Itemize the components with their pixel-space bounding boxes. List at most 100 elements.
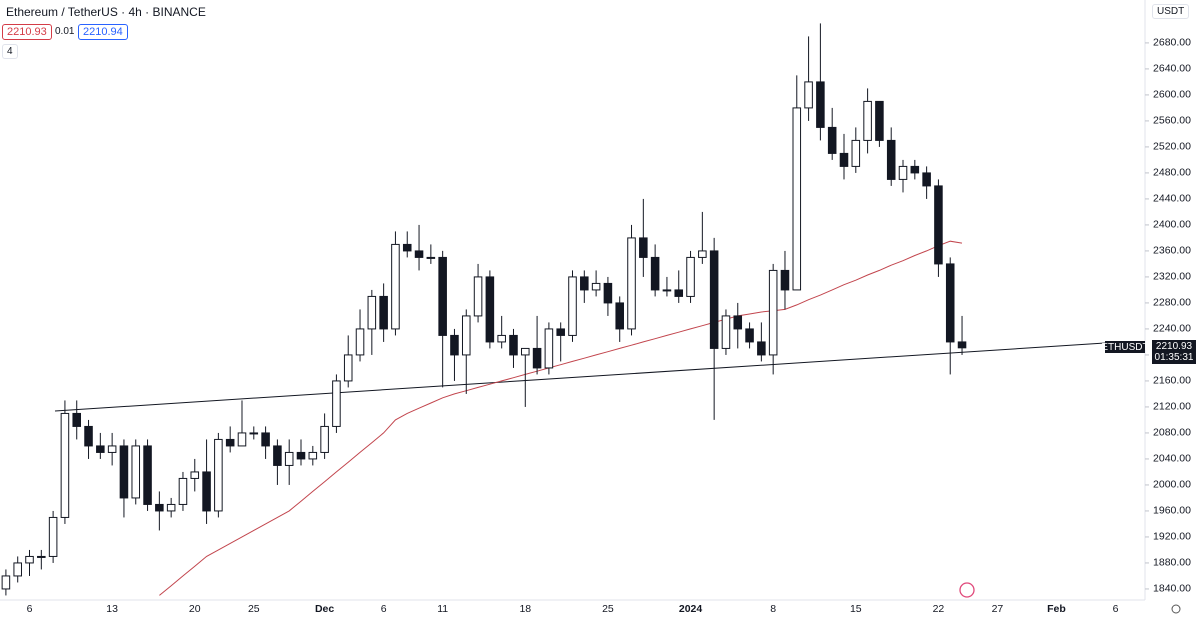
candle-body xyxy=(875,100,884,141)
y-tick-label: 2120.00 xyxy=(1153,401,1191,413)
y-tick-label: 2320.00 xyxy=(1153,271,1191,283)
sell-price[interactable]: 2210.93 xyxy=(2,24,52,40)
candle-body xyxy=(1,575,11,590)
x-tick-label: 6 xyxy=(27,603,33,615)
candle-body xyxy=(391,243,400,330)
candle-body xyxy=(863,100,872,141)
y-tick-label: 2040.00 xyxy=(1153,453,1191,465)
buy-price[interactable]: 2210.94 xyxy=(78,24,128,40)
x-tick-label: 2024 xyxy=(679,603,703,615)
candle-body xyxy=(839,152,849,167)
candle-body xyxy=(107,445,117,453)
candle-body xyxy=(296,451,306,460)
candle-body xyxy=(308,451,318,460)
y-tick-label: 2600.00 xyxy=(1153,89,1191,101)
candle-body xyxy=(686,256,695,297)
candle-body xyxy=(214,438,223,512)
candle-body xyxy=(934,185,943,265)
candle-body xyxy=(591,282,601,291)
candle-body xyxy=(497,334,506,343)
x-tick-label: Feb xyxy=(1047,603,1066,615)
candle-body xyxy=(709,250,719,349)
moving-average xyxy=(159,240,963,596)
candle-body xyxy=(721,315,731,349)
x-tick-label: 6 xyxy=(381,603,387,615)
x-tick-label: 13 xyxy=(106,603,118,615)
candle-body xyxy=(910,165,920,174)
candle-body xyxy=(402,243,412,252)
x-tick-label: 22 xyxy=(933,603,945,615)
candle-body xyxy=(13,562,22,577)
x-tick-label: 25 xyxy=(248,603,260,615)
countdown: 01:35:31 xyxy=(1155,352,1194,363)
candle-body xyxy=(615,302,624,330)
candle-body xyxy=(119,445,129,499)
candle-body xyxy=(957,341,967,349)
x-tick-label: 18 xyxy=(519,603,531,615)
y-tick-label: 2680.00 xyxy=(1153,37,1191,49)
candle-body xyxy=(249,432,259,435)
candle-body xyxy=(96,445,105,453)
candle-body xyxy=(945,263,955,343)
y-tick-label: 2360.00 xyxy=(1153,245,1191,257)
y-tick-label: 2560.00 xyxy=(1153,115,1191,127)
candle-body xyxy=(485,276,495,343)
y-tick-label: 2440.00 xyxy=(1153,193,1191,205)
candle-body xyxy=(178,477,188,505)
y-tick-label: 1840.00 xyxy=(1153,583,1191,595)
candle-body xyxy=(414,250,424,258)
candle-body xyxy=(155,503,164,512)
candle-body xyxy=(284,451,294,466)
candle-body xyxy=(568,276,577,336)
x-tick-label: 8 xyxy=(770,603,776,615)
candle-body xyxy=(320,425,329,453)
candle-body xyxy=(804,81,813,109)
candle-body xyxy=(190,471,200,479)
settings-icon[interactable] xyxy=(1171,604,1181,614)
spread: 0.01 xyxy=(55,26,75,37)
candle-body xyxy=(780,269,790,291)
candle-body xyxy=(816,81,825,128)
candle-body xyxy=(60,412,70,518)
candle-body xyxy=(237,432,247,447)
y-tick-label: 2000.00 xyxy=(1153,479,1191,491)
y-tick-label: 2240.00 xyxy=(1153,323,1191,335)
candle-body xyxy=(898,165,908,180)
candle-body xyxy=(438,256,447,336)
indicator-count[interactable]: 4 xyxy=(2,44,18,59)
candle-body xyxy=(757,341,766,356)
candle-body xyxy=(662,289,672,292)
candle-body xyxy=(627,237,636,330)
candle-body xyxy=(166,503,176,512)
y-tick-label: 2480.00 xyxy=(1153,167,1191,179)
x-tick-label: 20 xyxy=(189,603,201,615)
y-tick-label: 1920.00 xyxy=(1153,531,1191,543)
candle-body xyxy=(343,354,353,382)
candle-body xyxy=(521,347,530,356)
symbol-tag xyxy=(1105,341,1145,353)
candle-body xyxy=(650,256,660,291)
candle-body xyxy=(143,445,152,505)
candle-body xyxy=(426,256,436,259)
candle-body xyxy=(733,315,743,330)
candle-body xyxy=(131,445,141,499)
currency-select[interactable]: USDT xyxy=(1152,4,1190,19)
y-tick-label: 2400.00 xyxy=(1153,219,1191,231)
candle-body xyxy=(509,334,518,356)
replay-icon[interactable] xyxy=(959,582,975,598)
candle-body xyxy=(261,432,270,447)
candle-body xyxy=(674,289,684,297)
candle-body xyxy=(225,438,235,447)
y-tick-label: 2640.00 xyxy=(1153,63,1191,75)
candle-body xyxy=(379,295,388,330)
candle-body xyxy=(72,412,82,427)
x-tick-label: 6 xyxy=(1113,603,1119,615)
candle-body xyxy=(544,328,554,369)
candle-body xyxy=(37,555,46,558)
candle-body xyxy=(768,269,778,356)
candle-body xyxy=(639,237,648,258)
x-tick-label: 11 xyxy=(437,603,448,615)
x-tick-label: 27 xyxy=(992,603,1004,615)
candle-body xyxy=(355,328,365,356)
candle-body xyxy=(48,516,58,557)
